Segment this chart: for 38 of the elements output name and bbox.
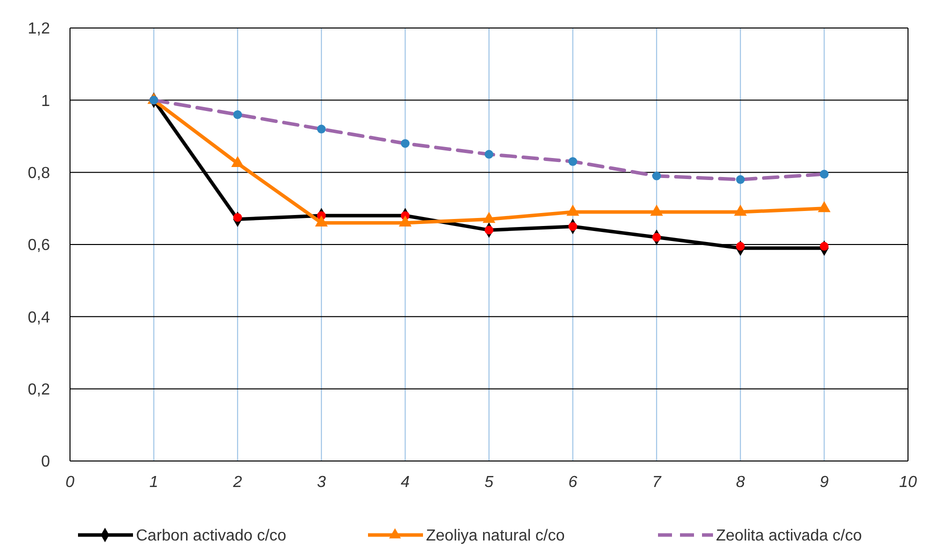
x-tick-label: 0 xyxy=(66,474,75,491)
y-tick-label: 0 xyxy=(41,454,50,471)
point xyxy=(652,232,661,242)
x-tick-label: 4 xyxy=(400,474,410,491)
y-tick-label: 0,8 xyxy=(28,164,50,182)
x-tick-label: 8 xyxy=(736,474,745,491)
point xyxy=(568,222,578,231)
point xyxy=(484,150,494,159)
x-tick-label: 10 xyxy=(899,474,917,491)
point xyxy=(315,216,328,227)
point xyxy=(317,124,326,134)
x-tick-label: 5 xyxy=(484,474,494,491)
point xyxy=(820,170,829,178)
legend-label: Carbon activado c/co xyxy=(136,528,286,545)
x-tick-label: 6 xyxy=(568,474,578,491)
point xyxy=(818,201,831,212)
y-tick-label: 0,6 xyxy=(28,237,50,254)
point xyxy=(652,172,661,180)
point xyxy=(736,175,745,184)
y-tick-label: 1,2 xyxy=(28,20,50,38)
x-tick-label: 1 xyxy=(149,474,158,491)
point xyxy=(233,213,242,222)
x-tick-label: 9 xyxy=(820,474,829,491)
point xyxy=(484,226,494,234)
point xyxy=(736,242,745,251)
legend-label: Zeoliya natural c/co xyxy=(426,528,565,545)
x-tick-label: 3 xyxy=(316,474,326,491)
y-tick-label: 0,4 xyxy=(28,309,50,326)
point xyxy=(400,139,410,148)
y-tick-label: 1 xyxy=(41,92,50,110)
x-tick-label: 7 xyxy=(652,474,662,491)
point xyxy=(233,110,242,119)
point xyxy=(820,242,829,251)
point xyxy=(398,216,412,227)
y-tick-label: 0,2 xyxy=(28,381,50,398)
x-tick-label: 2 xyxy=(232,474,242,491)
point xyxy=(568,157,578,166)
legend-label: Zeolita activada c/co xyxy=(716,528,862,545)
